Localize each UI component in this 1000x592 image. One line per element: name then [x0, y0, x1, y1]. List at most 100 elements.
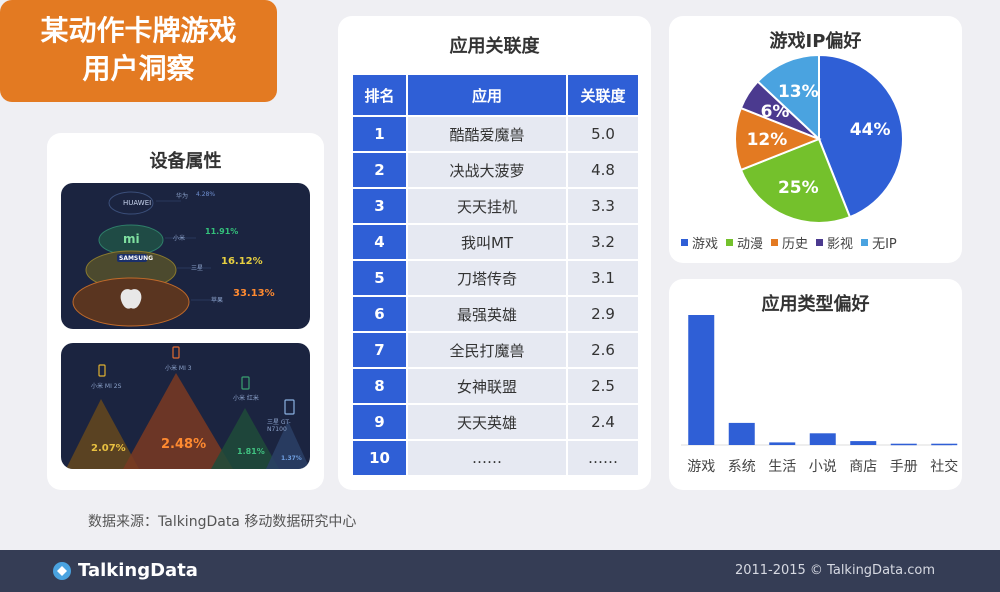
pie-title: 游戏IP偏好	[769, 31, 862, 52]
bar-生活	[769, 442, 796, 445]
rank-cell: 6	[353, 297, 406, 331]
rank-cell: 4	[353, 225, 406, 259]
brand-huawei-label: 华为	[176, 193, 189, 200]
rank-cell: 1	[353, 117, 406, 151]
pie-slice-历史	[734, 106, 822, 172]
score-cell: 2.4	[568, 405, 638, 439]
bar-手册	[890, 443, 917, 446]
legend-item: 无IP	[861, 233, 897, 252]
brand-ellipses-graphic	[72, 191, 221, 327]
model-3-label: 小米 红米	[233, 395, 259, 402]
rank-cell: 5	[353, 261, 406, 295]
bar-小说	[809, 433, 836, 445]
model-2-label: 小米 MI 3	[165, 365, 192, 372]
x-tick-label: 小说	[809, 459, 837, 475]
copyright-text: 2011-2015 © TalkingData.com	[734, 563, 935, 578]
pie-slice-label: 25%	[778, 178, 819, 198]
legend-label: 无IP	[872, 237, 897, 252]
score-cell: 5.0	[568, 117, 638, 151]
app-type-bar-chart: 游戏 系统 生活 小说 商店 手册 社交	[681, 315, 958, 475]
legend-item: 历史	[771, 233, 808, 252]
table-row: 9 天天英雄 2.4	[353, 405, 638, 439]
model-1-label: 小米 MI 2S	[91, 383, 122, 390]
brand-apple-pct: 33.13%	[233, 288, 275, 299]
bar-社交	[931, 443, 958, 446]
score-cell: 3.1	[568, 261, 638, 295]
app-cell: 刀塔传奇	[408, 261, 566, 295]
rank-cell: 7	[353, 333, 406, 367]
pie-slice-游戏	[818, 53, 904, 219]
rank-cell: 8	[353, 369, 406, 403]
device-title: 设备属性	[149, 151, 222, 172]
score-cell: 4.8	[568, 153, 638, 187]
device-card: 设备属性 HUAWEI 华为 4.28% mi 小米 11.91% SAMSUN…	[47, 133, 324, 490]
rank-cell: 2	[353, 153, 406, 187]
rank-cell: 10	[353, 441, 406, 475]
app-type-card: 应用类型偏好 游戏 系统 生活 小说 商店 手册 社交	[669, 279, 962, 490]
legend-swatch	[861, 239, 869, 246]
huawei-logo: HUAWEI	[123, 199, 152, 207]
brand-samsung-pct: 16.12%	[221, 256, 263, 267]
legend-swatch	[726, 239, 734, 246]
table-row: 10…………	[353, 441, 638, 475]
app-cell: 决战大菠萝	[408, 153, 566, 187]
model-2-pct: 2.48%	[161, 437, 207, 452]
header-rank: 排名	[353, 75, 406, 115]
score-cell: 2.5	[568, 369, 638, 403]
bar-系统	[728, 422, 755, 445]
app-cell: ……	[408, 441, 566, 475]
model-triangles-graphic	[66, 346, 310, 469]
footer-bar: TalkingData 2011-2015 © TalkingData.com	[0, 550, 1000, 592]
pie-slice-label: 44%	[850, 120, 891, 140]
association-card: 应用关联度 排名 应用 关联度 1 酷酷爱魔兽 5.0 2 决战大菠萝 4.8 3 天天挂机 3…	[338, 16, 651, 490]
legend-swatch	[816, 239, 824, 246]
legend-label: 游戏	[692, 237, 719, 252]
brand-huawei-pct: 4.28%	[196, 191, 216, 198]
pie-slice-label: 6%	[761, 102, 790, 122]
app-cell: 我叫MT	[408, 225, 566, 259]
association-table: 排名 应用 关联度 1 酷酷爱魔兽 5.0 2 决战大菠萝 4.8 3 天天挂机 3.3 4 我叫M…	[351, 73, 640, 477]
apple-icon	[120, 289, 142, 309]
pie-legend: 游戏 动漫 历史 影视 无IP	[681, 233, 897, 252]
pie-slice-无IP	[756, 53, 820, 142]
score-cell: ……	[568, 441, 638, 475]
model-3-pct: 1.81%	[237, 447, 265, 456]
table-row: 1 酷酷爱魔兽 5.0	[353, 117, 638, 151]
ip-preference-pie-chart: 44% 25% 12% 6%13%	[734, 53, 904, 224]
app-cell: 最强英雄	[408, 297, 566, 331]
legend-label: 影视	[827, 237, 854, 252]
table-row: 7 全民打魔兽 2.6	[353, 333, 638, 367]
model-4-pct: 1.37%	[281, 455, 302, 462]
pie-slice-label: 12%	[747, 130, 788, 150]
score-cell: 3.2	[568, 225, 638, 259]
title-line-1: 某动作卡牌游戏	[40, 14, 237, 47]
app-cell: 女神联盟	[408, 369, 566, 403]
x-tick-label: 社交	[930, 458, 958, 475]
app-cell: 天天挂机	[408, 189, 566, 223]
legend-item: 游戏	[681, 233, 718, 252]
header-app: 应用	[408, 75, 566, 115]
x-tick-label: 生活	[768, 459, 796, 475]
brand-xiaomi-pct: 11.91%	[205, 227, 239, 236]
brand-share-graphic: HUAWEI 华为 4.28% mi 小米 11.91% SAMSUNG 三星 …	[61, 183, 310, 329]
bar-title: 应用类型偏好	[761, 294, 870, 315]
legend-swatch	[771, 239, 779, 246]
x-tick-label: 商店	[849, 459, 877, 475]
pie-slice-label: 13%	[778, 82, 819, 102]
logo-text: TalkingData	[78, 560, 198, 581]
bar-游戏	[688, 315, 715, 445]
table-header-row: 排名 应用 关联度	[353, 75, 638, 115]
header-score: 关联度	[568, 75, 638, 115]
phone-icon	[241, 376, 250, 390]
model-1-pct: 2.07%	[91, 443, 126, 454]
app-cell: 天天英雄	[408, 405, 566, 439]
x-tick-label: 系统	[728, 459, 756, 475]
brand-samsung-label: 三星	[191, 265, 204, 272]
score-cell: 2.9	[568, 297, 638, 331]
samsung-logo: SAMSUNG	[119, 255, 154, 262]
x-tick-label: 游戏	[687, 459, 715, 475]
xiaomi-logo: mi	[123, 232, 140, 246]
ip-preference-card: 游戏IP偏好 44% 25% 12% 6% 13% 游戏 动漫 历史 影视 无IP	[669, 16, 962, 263]
model-share-graphic: 小米 MI 2S 2.07% 小米 MI 3 2.48% 小米 红米 1.81%…	[61, 343, 310, 469]
rank-cell: 3	[353, 189, 406, 223]
